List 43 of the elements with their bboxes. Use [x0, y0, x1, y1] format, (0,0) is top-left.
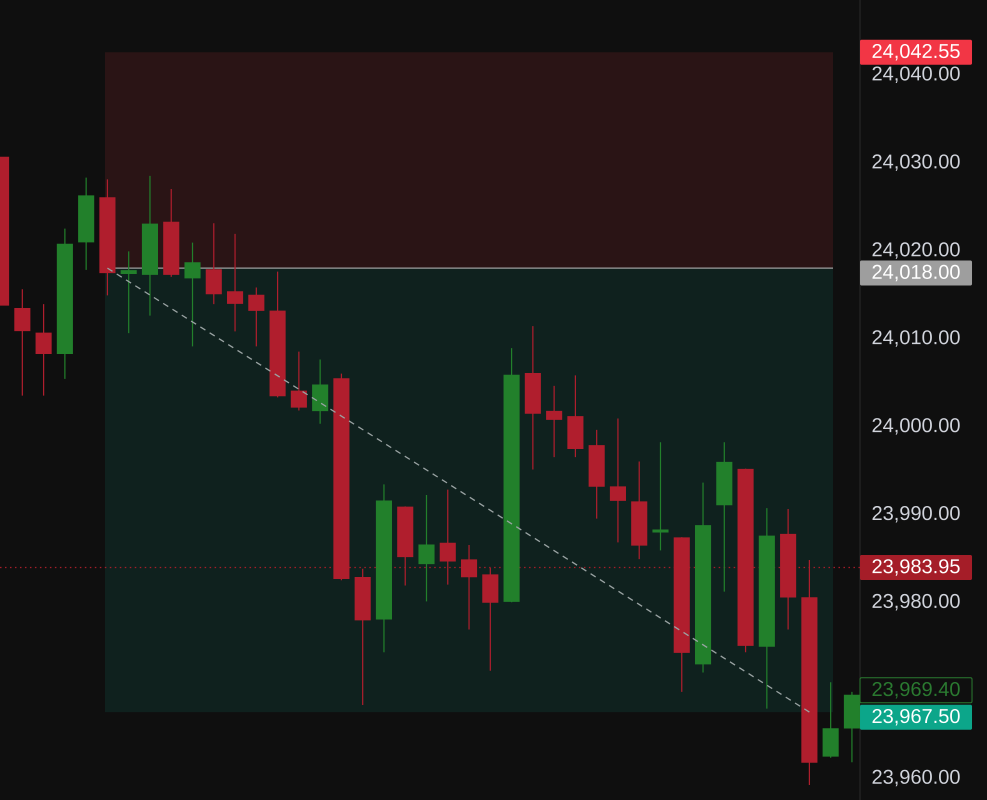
candlestick — [546, 385, 562, 458]
candlestick — [142, 175, 158, 316]
candlestick — [36, 304, 52, 396]
y-tick-label: 23,980.00 — [872, 594, 960, 610]
candlestick — [248, 286, 264, 347]
y-tick-label: 23,990.00 — [872, 506, 960, 523]
candlestick — [716, 442, 732, 592]
y-tick-label: 24,000.00 — [872, 418, 960, 435]
ref-line-label: 24,018.00 — [872, 264, 960, 282]
text: 23,969.40 — [872, 682, 960, 699]
candlestick — [99, 178, 116, 296]
candlestick — [227, 233, 244, 332]
candlestick — [56, 228, 73, 380]
candlestick — [524, 326, 541, 470]
band-label: 24,042.55 — [872, 44, 960, 60]
candlestick — [312, 358, 328, 424]
candlestick — [758, 508, 775, 710]
y-tick-label: 23,960.00 — [872, 770, 960, 786]
candlestick — [14, 288, 30, 396]
candlestick — [120, 250, 137, 334]
candlestick — [78, 176, 94, 270]
y-tick-label: 24,010.00 — [872, 330, 960, 347]
y-tick-label: 24,030.00 — [872, 154, 960, 171]
band-label: 23,967.50 — [872, 708, 960, 726]
candlestick — [290, 351, 307, 412]
y-tick-label: 24,020.00 — [872, 242, 960, 259]
candlestick — [631, 460, 648, 560]
y-tick-label: 24,040.00 — [872, 66, 960, 83]
candlestick — [694, 482, 712, 674]
candlestick — [206, 222, 222, 305]
candlestick — [376, 484, 392, 653]
candlestick — [354, 568, 371, 706]
ref-line-label: 23,983.95 — [872, 559, 960, 576]
candlestick — [397, 506, 414, 586]
candlestick — [504, 348, 520, 603]
candlestick — [418, 494, 435, 602]
candlestick — [822, 682, 839, 758]
candlestick — [567, 374, 584, 458]
candlestick — [184, 242, 201, 347]
candlestick — [610, 418, 626, 544]
candlestick — [163, 188, 180, 278]
candlestick — [270, 271, 286, 398]
candlestick — [588, 429, 605, 520]
